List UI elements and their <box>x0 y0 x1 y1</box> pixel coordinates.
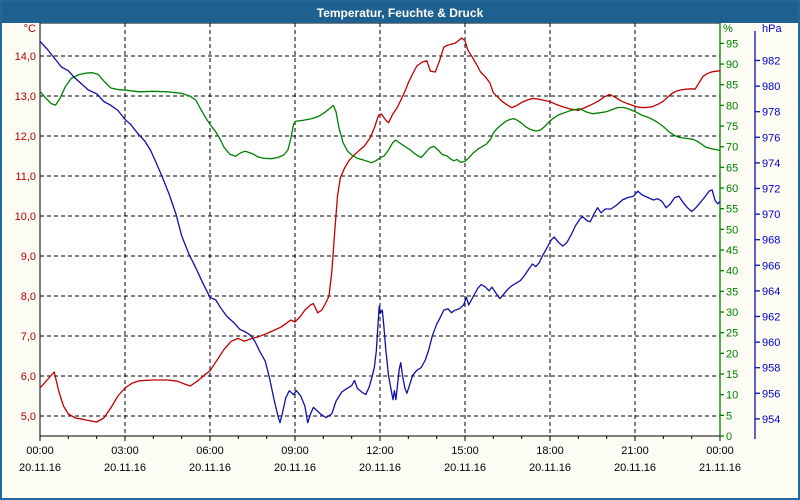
humidity-tick-label: 95 <box>726 38 738 50</box>
date-tick-label: 20.11.16 <box>359 462 401 474</box>
humidity-tick-label: 75 <box>726 121 738 133</box>
pressure-tick-label: 976 <box>762 132 780 144</box>
chart-canvas: 00:00 20.11.16 03:00 20.11.16 06:00 20.11.16 0… <box>15 6 783 474</box>
pressure-unit-label: hPa <box>762 23 782 35</box>
pressure-tick-label: 968 <box>762 235 780 247</box>
pressure-tick-label: 972 <box>762 184 780 196</box>
time-tick-label: 00:00 <box>706 445 734 457</box>
pressure-tick-label: 960 <box>762 337 780 349</box>
temp-tick-label: 5,0 <box>21 411 36 423</box>
window-titlebar[interactable]: Temperatur, Feuchte & Druck <box>2 2 798 23</box>
humidity-tick-label: 15 <box>726 369 738 381</box>
humidity-tick-label: 70 <box>726 142 738 154</box>
date-tick-label: 20.11.16 <box>614 462 656 474</box>
humidity-tick-label: 60 <box>726 183 738 195</box>
temp-tick-label: 14,0 <box>15 51 36 63</box>
time-tick-label: 21:00 <box>621 445 649 457</box>
temperature-unit-label: °C <box>24 23 36 35</box>
time-tick-label: 06:00 <box>196 445 224 457</box>
humidity-tick-label: 90 <box>726 59 738 71</box>
pressure-tick-label: 970 <box>762 209 780 221</box>
date-tick-label: 20.11.16 <box>19 462 61 474</box>
date-tick-label: 20.11.16 <box>189 462 231 474</box>
date-tick-label: 20.11.16 <box>104 462 146 474</box>
date-tick-label: 20.11.16 <box>529 462 571 474</box>
humidity-unit-label: % <box>723 23 733 35</box>
pressure-tick-label: 978 <box>762 107 780 119</box>
time-tick-label: 12:00 <box>366 445 394 457</box>
humidity-tick-label: 20 <box>726 348 738 360</box>
date-tick-label: 20.11.16 <box>444 462 486 474</box>
humidity-tick-label: 40 <box>726 266 738 278</box>
temp-tick-label: 8,0 <box>21 291 36 303</box>
temp-tick-label: 12,0 <box>15 131 36 143</box>
temperatur-line <box>39 37 721 423</box>
pressure-tick-label: 956 <box>762 388 780 400</box>
pressure-tick-label: 982 <box>762 56 780 68</box>
temp-tick-label: 6,0 <box>21 371 36 383</box>
pressure-tick-label: 974 <box>762 158 780 170</box>
humidity-tick-label: 50 <box>726 224 738 236</box>
humidity-tick-label: 5 <box>726 410 732 422</box>
druck-line <box>39 40 721 424</box>
humidity-tick-label: 80 <box>726 100 738 112</box>
temp-tick-label: 13,0 <box>15 91 36 103</box>
rel-feuchte-line <box>39 72 721 164</box>
humidity-tick-label: 30 <box>726 307 738 319</box>
time-tick-label: 00:00 <box>26 445 54 457</box>
pressure-tick-label: 980 <box>762 81 780 93</box>
time-tick-label: 15:00 <box>451 445 479 457</box>
humidity-tick-label: 25 <box>726 328 738 340</box>
pressure-tick-label: 954 <box>762 414 780 426</box>
temp-tick-label: 9,0 <box>21 251 36 263</box>
temp-tick-label: 10,0 <box>15 211 36 223</box>
date-tick-label: 20.11.16 <box>274 462 316 474</box>
pressure-tick-label: 958 <box>762 363 780 375</box>
pressure-tick-label: 964 <box>762 286 780 298</box>
humidity-tick-label: 45 <box>726 245 738 257</box>
humidity-tick-label: 0 <box>726 431 732 443</box>
humidity-tick-label: 65 <box>726 162 738 174</box>
date-tick-label: 21.11.16 <box>699 462 741 474</box>
time-tick-label: 18:00 <box>536 445 564 457</box>
pressure-tick-label: 966 <box>762 260 780 272</box>
window-title: Temperatur, Feuchte & Druck <box>316 5 484 20</box>
pressure-tick-label: 962 <box>762 312 780 324</box>
temp-tick-label: 7,0 <box>21 331 36 343</box>
humidity-tick-label: 85 <box>726 80 738 92</box>
humidity-tick-label: 10 <box>726 390 738 402</box>
humidity-tick-label: 55 <box>726 204 738 216</box>
humidity-tick-label: 35 <box>726 286 738 298</box>
time-tick-label: 09:00 <box>281 445 309 457</box>
temp-tick-label: 11,0 <box>15 171 36 183</box>
time-tick-label: 03:00 <box>111 445 139 457</box>
